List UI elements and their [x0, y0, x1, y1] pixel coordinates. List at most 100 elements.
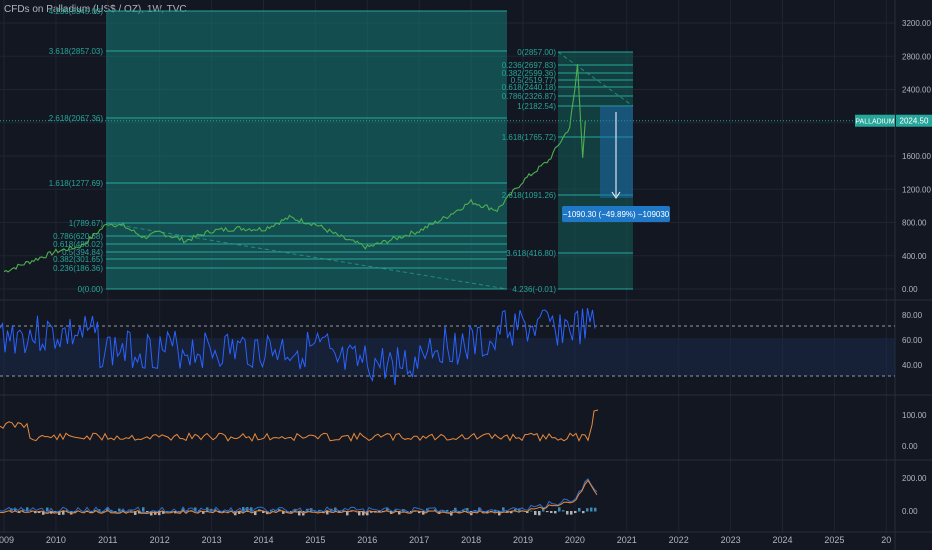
- macd-histogram-bar: [434, 509, 437, 512]
- fib-right-label: 4.236(-0.01): [512, 285, 556, 294]
- price-axis-label: 1600.00: [902, 152, 931, 161]
- macd-histogram-bar: [42, 511, 45, 515]
- macd-histogram-bar: [494, 509, 497, 512]
- time-axis-label: 2013: [202, 535, 222, 545]
- fib-left-label: 4.236(3345.00): [49, 7, 104, 16]
- macd-histogram-bar: [386, 507, 389, 512]
- macd-histogram-bar: [530, 510, 533, 512]
- macd-histogram-bar: [550, 511, 553, 514]
- rsi-axis-label: 80.00: [902, 311, 923, 320]
- macd-histogram-bar: [106, 507, 109, 512]
- fib-right-label: 0.786(2326.87): [502, 92, 557, 101]
- time-axis-label: 2015: [305, 535, 325, 545]
- macd-histogram-bar: [298, 511, 301, 516]
- price-series-line: [3, 63, 586, 273]
- macd-histogram-bar: [194, 507, 197, 512]
- macd-histogram-bar: [250, 507, 253, 512]
- macd-histogram-bar: [462, 509, 465, 512]
- oscillator-pane: [0, 409, 599, 442]
- macd-histogram-bar: [502, 507, 505, 512]
- time-axis-label: 2018: [461, 535, 481, 545]
- fib-right-area: [558, 52, 633, 289]
- macd-histogram-bar: [214, 509, 217, 512]
- symbol-tag-box: [855, 114, 895, 127]
- macd-histogram-bar: [238, 511, 241, 514]
- macd-histogram-bar: [182, 507, 185, 512]
- macd-histogram-bar: [418, 511, 421, 514]
- macd-histogram-bar: [398, 511, 401, 515]
- fib-left-label: 0.382(301.65): [53, 255, 103, 264]
- price-tag-label: 2024.50: [900, 117, 929, 126]
- macd-histogram-bar: [162, 511, 165, 514]
- price-axis-label: 3200.00: [902, 19, 931, 28]
- macd-histogram-bar: [582, 511, 585, 514]
- fib-retracements[interactable]: 4.236(3345.00) 3.618(2857.03) 2.618(2067.3…: [49, 7, 634, 294]
- fib-left-label: 0.5(394.84): [62, 248, 103, 257]
- macd-histogram-bar: [342, 510, 345, 512]
- time-axis-label: 2024: [772, 535, 792, 545]
- macd-histogram-bar: [346, 511, 349, 516]
- macd-histogram-bar: [38, 511, 41, 513]
- time-axis-label: 2009: [0, 535, 14, 545]
- macd-histogram-bar: [118, 508, 121, 512]
- macd-histogram-bar: [26, 507, 29, 512]
- macd-histogram-bar: [510, 511, 513, 514]
- macd-histogram-bar: [158, 511, 161, 516]
- price-axis-label: 800.00: [902, 219, 927, 228]
- macd-histogram-bar: [222, 511, 225, 513]
- macd-histogram-bar: [358, 511, 361, 516]
- time-axis-label: 2016: [357, 535, 377, 545]
- macd-histogram-bar: [246, 507, 249, 512]
- macd-signal-line: [0, 479, 598, 515]
- fib-left-label: 0.618(488.02): [53, 240, 103, 249]
- macd-histogram-bar: [370, 511, 373, 513]
- macd-histogram-bar: [362, 511, 365, 516]
- price-axis-label: 400.00: [902, 252, 927, 261]
- fib-left-label: 0(0.00): [78, 285, 104, 294]
- fib-left-label: 0.236(186.36): [53, 264, 103, 273]
- fib-right-label: 1(2182.54): [517, 102, 556, 111]
- macd-histogram-bar: [542, 508, 545, 512]
- time-axis-label: 2017: [409, 535, 429, 545]
- macd-histogram-bar: [66, 509, 69, 512]
- macd-histogram-bar: [578, 507, 581, 512]
- osc-axis-label: 0.00: [902, 442, 918, 451]
- macd-histogram-bar: [490, 511, 493, 512]
- macd-histogram-bar: [62, 511, 65, 515]
- fib-left-trend: [105, 222, 508, 290]
- fib-right-label: 0(2857.00): [517, 48, 556, 57]
- macd-histogram-bar: [86, 511, 89, 513]
- macd-histogram-bar: [574, 511, 577, 514]
- time-axis-label: 2020: [565, 535, 585, 545]
- macd-histogram-bar: [122, 510, 125, 512]
- rsi-axis-label: 40.00: [902, 361, 923, 370]
- time-axis-label: 2022: [669, 535, 689, 545]
- macd-histogram-bar: [586, 508, 589, 512]
- macd-histogram-bar: [14, 509, 17, 512]
- macd-histogram-bar: [110, 509, 113, 512]
- time-axis-label: 2010: [46, 535, 66, 545]
- oscillator-line: [0, 409, 599, 442]
- macd-histogram-bar: [178, 511, 181, 512]
- macd-histogram-bar: [46, 507, 49, 512]
- rsi-axis-label: 60.00: [902, 336, 923, 345]
- macd-histogram-bar: [570, 511, 573, 515]
- macd-histogram-bar: [454, 507, 457, 512]
- macd-histogram-bar: [98, 509, 101, 512]
- macd-histogram-bar: [318, 509, 321, 512]
- macd-histogram-bar: [350, 511, 353, 512]
- macd-histogram-bar: [254, 511, 257, 516]
- macd-histogram-bar: [498, 511, 501, 516]
- macd-histogram-bar: [594, 507, 597, 512]
- fib-right-label: 0.5(2519.77): [511, 76, 557, 85]
- macd-histogram-bar: [378, 511, 381, 513]
- macd-histogram-bar: [590, 507, 593, 512]
- rsi-line: [0, 308, 596, 386]
- macd-histogram-bar: [90, 511, 93, 514]
- macd-histogram-bar: [566, 511, 569, 515]
- macd-histogram-bar: [50, 511, 53, 514]
- overlay[interactable]: −1090.30 (−49.89%) −109030 PALLADIUM 2024.…: [562, 106, 932, 222]
- macd-line: [0, 478, 598, 514]
- macd-histogram-bar: [202, 511, 205, 514]
